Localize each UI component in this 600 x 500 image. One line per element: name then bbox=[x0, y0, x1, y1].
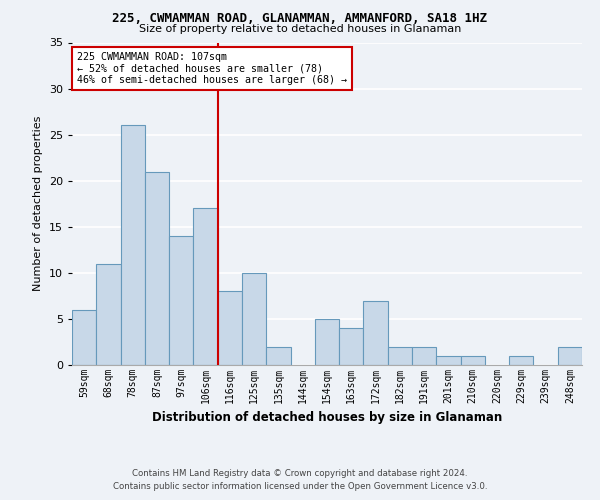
Bar bbox=[315, 319, 339, 365]
Bar bbox=[461, 356, 485, 365]
Text: Contains HM Land Registry data © Crown copyright and database right 2024.
Contai: Contains HM Land Registry data © Crown c… bbox=[113, 470, 487, 491]
Y-axis label: Number of detached properties: Number of detached properties bbox=[33, 116, 43, 292]
Bar bbox=[364, 300, 388, 365]
Text: Size of property relative to detached houses in Glanaman: Size of property relative to detached ho… bbox=[139, 24, 461, 34]
Bar bbox=[412, 346, 436, 365]
Bar bbox=[121, 126, 145, 365]
Bar bbox=[388, 346, 412, 365]
Text: 225, CWMAMMAN ROAD, GLANAMMAN, AMMANFORD, SA18 1HZ: 225, CWMAMMAN ROAD, GLANAMMAN, AMMANFORD… bbox=[113, 12, 487, 24]
Bar bbox=[72, 310, 96, 365]
Bar bbox=[218, 292, 242, 365]
Bar bbox=[145, 172, 169, 365]
Bar bbox=[193, 208, 218, 365]
Text: 225 CWMAMMAN ROAD: 107sqm
← 52% of detached houses are smaller (78)
46% of semi-: 225 CWMAMMAN ROAD: 107sqm ← 52% of detac… bbox=[77, 52, 347, 86]
Bar bbox=[96, 264, 121, 365]
Bar bbox=[509, 356, 533, 365]
Bar bbox=[242, 273, 266, 365]
X-axis label: Distribution of detached houses by size in Glanaman: Distribution of detached houses by size … bbox=[152, 412, 502, 424]
Bar bbox=[436, 356, 461, 365]
Bar bbox=[558, 346, 582, 365]
Bar bbox=[266, 346, 290, 365]
Bar bbox=[339, 328, 364, 365]
Bar bbox=[169, 236, 193, 365]
